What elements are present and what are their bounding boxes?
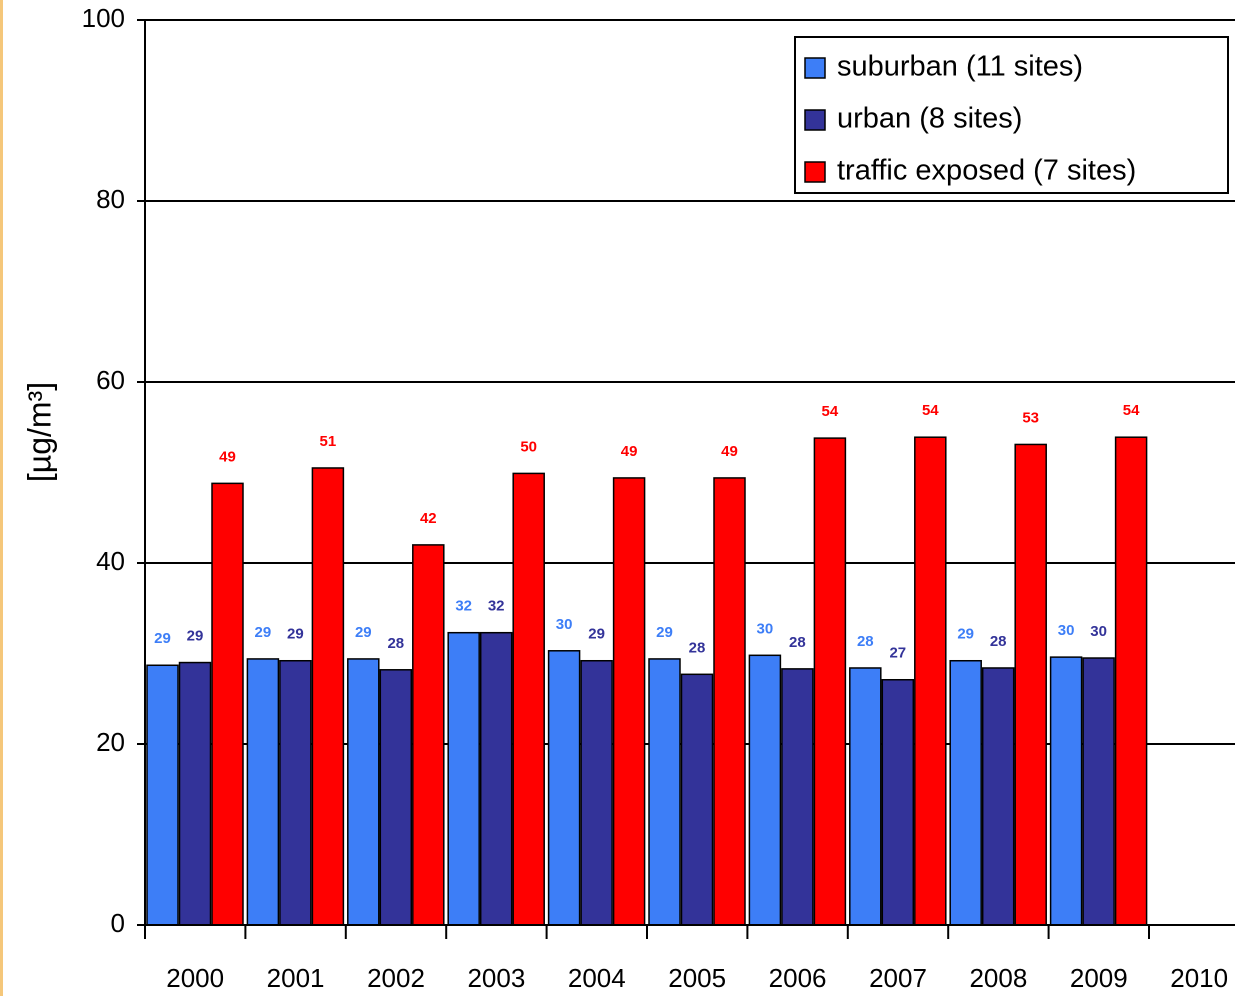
bar <box>813 437 847 926</box>
bar <box>781 668 814 926</box>
value-label: 30 <box>1090 623 1107 640</box>
bar <box>211 482 244 926</box>
value-label: 28 <box>857 633 874 650</box>
bar <box>580 659 613 926</box>
y-tick-label: 40 <box>96 546 125 576</box>
value-label: 27 <box>889 645 906 662</box>
bar <box>146 664 179 926</box>
value-label: 28 <box>990 633 1007 650</box>
bar <box>949 659 982 926</box>
value-label: 30 <box>556 616 573 633</box>
bar <box>379 669 413 926</box>
bar <box>311 467 345 926</box>
value-label: 42 <box>420 510 437 527</box>
value-label: 29 <box>957 626 974 643</box>
x-tick-label: 2006 <box>769 963 827 993</box>
bar <box>713 477 746 926</box>
bar <box>648 658 681 926</box>
y-tick-label: 80 <box>96 184 125 214</box>
bar <box>1082 657 1115 926</box>
bar <box>347 658 380 926</box>
value-label: 29 <box>355 624 372 641</box>
x-tick-label: 2003 <box>467 963 525 993</box>
value-label: 49 <box>721 443 738 460</box>
bar <box>680 673 714 926</box>
value-label: 30 <box>1058 622 1075 639</box>
y-tick-label: 0 <box>111 908 125 938</box>
legend-label: traffic exposed (7 sites) <box>837 155 1136 187</box>
legend-swatch <box>804 109 826 131</box>
x-tick-label: 2010 <box>1170 963 1228 993</box>
bar <box>1014 443 1047 926</box>
bar <box>246 658 280 926</box>
bar <box>849 667 882 926</box>
bar <box>512 472 545 926</box>
bar <box>612 477 646 926</box>
value-label: 29 <box>255 624 272 641</box>
value-label: 28 <box>789 634 806 651</box>
bar <box>1114 436 1148 926</box>
x-tick-label: 2007 <box>869 963 927 993</box>
value-label: 28 <box>689 639 706 656</box>
edge-strip <box>0 0 3 996</box>
value-label: 50 <box>520 438 537 455</box>
value-label: 54 <box>1123 402 1140 419</box>
x-tick-label: 2001 <box>267 963 325 993</box>
bar <box>547 650 581 926</box>
x-tick-label: 2009 <box>1070 963 1128 993</box>
value-label: 30 <box>757 620 774 637</box>
value-label: 29 <box>154 630 171 647</box>
legend-label: urban (8 sites) <box>837 103 1022 135</box>
value-label: 51 <box>320 433 337 450</box>
y-tick-label: 100 <box>82 3 125 33</box>
bar <box>412 544 445 926</box>
value-label: 49 <box>219 448 236 465</box>
legend-box <box>794 36 1229 194</box>
value-label: 49 <box>621 443 638 460</box>
y-tick-label: 20 <box>96 727 125 757</box>
x-tick-label: 2000 <box>166 963 224 993</box>
value-label: 32 <box>488 598 505 615</box>
y-axis-label: [µg/m³] <box>21 382 57 482</box>
value-label: 53 <box>1022 409 1039 426</box>
legend-swatch <box>804 57 826 79</box>
value-label: 54 <box>922 402 939 419</box>
bar <box>279 659 312 926</box>
x-tick-label: 2005 <box>668 963 726 993</box>
bar <box>1049 656 1083 926</box>
legend-label: suburban (11 sites) <box>837 51 1083 83</box>
legend-swatch <box>804 161 826 183</box>
value-label: 29 <box>588 626 605 643</box>
x-tick-label: 2004 <box>568 963 626 993</box>
bar <box>447 631 480 926</box>
value-label: 29 <box>656 624 673 641</box>
bar <box>881 678 915 926</box>
bar <box>981 667 1015 926</box>
x-tick-label: 2008 <box>969 963 1027 993</box>
value-label: 29 <box>287 626 304 643</box>
bar <box>914 436 947 926</box>
value-label: 29 <box>187 628 204 645</box>
y-tick-label: 60 <box>96 365 125 395</box>
bar <box>479 631 513 926</box>
bar <box>748 654 782 926</box>
value-label: 54 <box>822 403 839 420</box>
value-label: 32 <box>455 598 472 615</box>
value-label: 28 <box>387 635 404 652</box>
x-tick-label: 2002 <box>367 963 425 993</box>
bar <box>178 661 212 926</box>
